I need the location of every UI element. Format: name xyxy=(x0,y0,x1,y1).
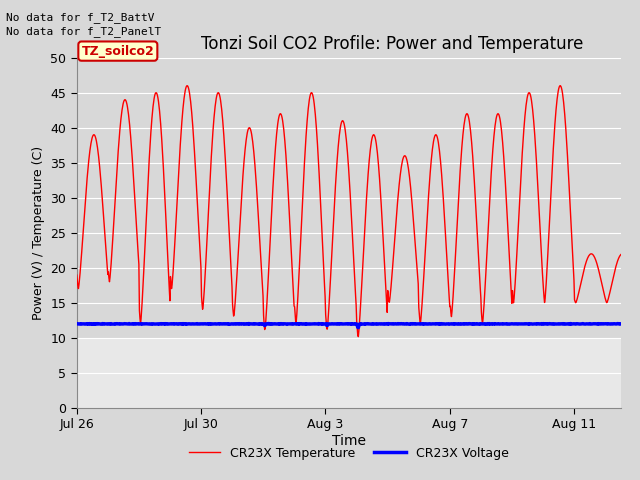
CR23X Voltage xyxy=(245,321,253,326)
CR23X Temperature xyxy=(293,312,301,317)
CR23X Temperature xyxy=(73,272,81,278)
Line: CR23X Temperature: CR23X Temperature xyxy=(77,85,621,336)
CR23X Voltage xyxy=(313,321,321,327)
CR23X Voltage xyxy=(499,321,506,327)
CR23X Temperature xyxy=(312,125,320,131)
Line: CR23X Voltage: CR23X Voltage xyxy=(77,324,621,328)
CR23X Voltage xyxy=(294,321,301,327)
CR23X Temperature xyxy=(617,252,625,257)
Text: TZ_soilco2: TZ_soilco2 xyxy=(81,45,154,58)
Text: No data for f_T2_BattV: No data for f_T2_BattV xyxy=(6,12,155,23)
Text: No data for f_T2_PanelT: No data for f_T2_PanelT xyxy=(6,26,162,37)
X-axis label: Time: Time xyxy=(332,434,366,448)
CR23X Voltage xyxy=(73,321,81,326)
CR23X Temperature xyxy=(129,156,136,162)
CR23X Temperature xyxy=(355,334,362,339)
CR23X Voltage xyxy=(617,321,625,327)
CR23X Temperature xyxy=(557,83,564,88)
Legend: CR23X Temperature, CR23X Voltage: CR23X Temperature, CR23X Voltage xyxy=(184,442,513,465)
CR23X Voltage xyxy=(447,321,455,327)
CR23X Temperature xyxy=(447,310,455,316)
CR23X Voltage xyxy=(129,321,136,327)
Title: Tonzi Soil CO2 Profile: Power and Temperature: Tonzi Soil CO2 Profile: Power and Temper… xyxy=(201,35,584,53)
Bar xyxy=(77,338,621,408)
CR23X Temperature xyxy=(508,291,515,297)
CR23X Voltage xyxy=(508,321,516,327)
CR23X Temperature xyxy=(498,128,506,133)
Y-axis label: Power (V) / Temperature (C): Power (V) / Temperature (C) xyxy=(32,146,45,320)
CR23X Voltage xyxy=(355,325,362,331)
